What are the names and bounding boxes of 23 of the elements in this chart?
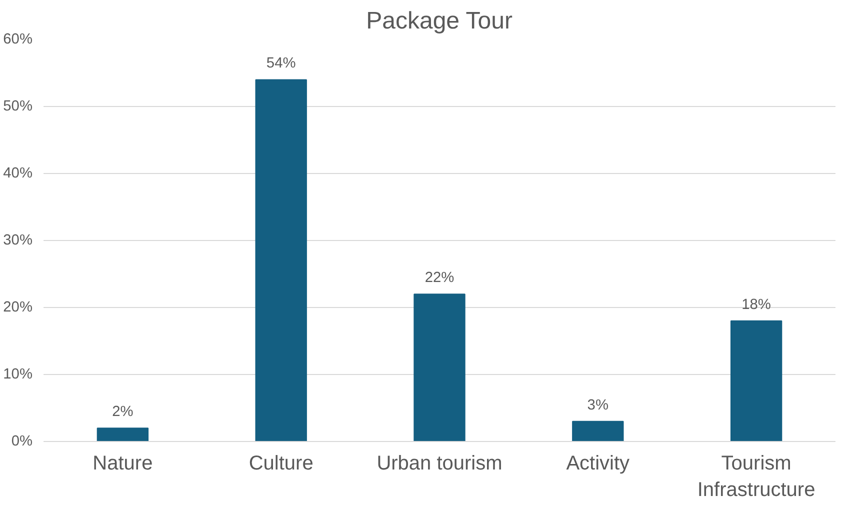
- y-tick-label: 40%: [3, 166, 33, 182]
- bar: [96, 428, 149, 442]
- y-tick-label: 30%: [3, 232, 33, 248]
- bar: [730, 320, 782, 442]
- data-label: 18%: [742, 296, 771, 313]
- bar: [572, 420, 624, 442]
- y-tick-label: 10%: [3, 366, 33, 382]
- data-label: 3%: [587, 397, 608, 414]
- x-tick-label: Nature: [92, 452, 153, 474]
- x-tick-label: Urban tourism: [376, 452, 502, 474]
- data-label: 54%: [266, 56, 296, 72]
- x-tick-label: Culture: [248, 452, 314, 474]
- y-tick-label: 20%: [3, 300, 33, 316]
- data-label: 2%: [112, 404, 134, 420]
- bar: [414, 294, 466, 442]
- y-tick-label: 50%: [3, 98, 33, 114]
- x-tick-label: Tourism Infrastructure: [697, 452, 816, 501]
- chart-title: Package Tour: [366, 8, 512, 34]
- bar: [255, 79, 307, 442]
- x-tick-label: Activity: [566, 452, 630, 474]
- data-label: 22%: [424, 270, 454, 286]
- y-tick-label: 0%: [11, 434, 33, 450]
- y-tick-label: 60%: [3, 32, 33, 48]
